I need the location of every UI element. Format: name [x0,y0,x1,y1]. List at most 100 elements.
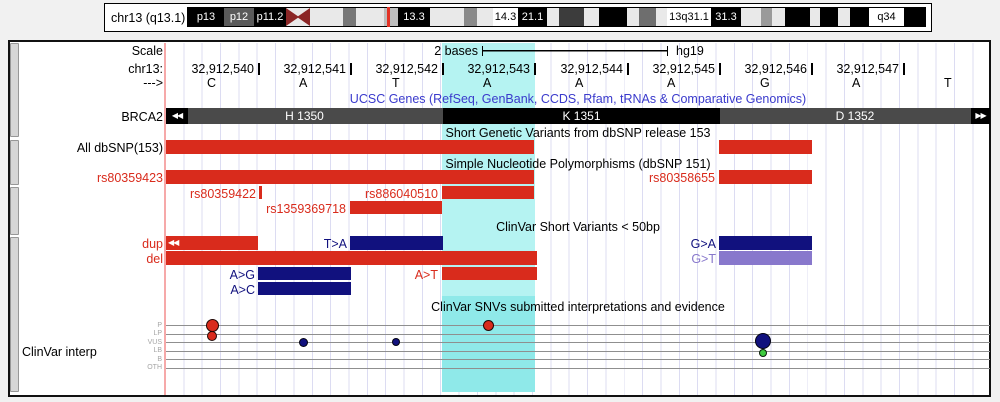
base-letter: T [392,76,400,90]
interp-line-oth [166,367,990,369]
variant-bar-g-a[interactable] [719,236,812,250]
assembly-label: hg19 [676,44,704,58]
interp-line-lp [166,333,990,335]
band-q14-3: 14.3 [493,8,518,26]
coord-tick [534,63,536,75]
variant-label-a-g: A>G [229,268,255,282]
variant-bar-a-t[interactable] [442,267,537,280]
variant-bar-g-t[interactable] [719,251,812,265]
interp-dot-vus[interactable] [392,338,400,346]
variant-bar-del[interactable] [166,251,537,265]
band-q21-1: 21.1 [518,8,547,26]
band-q31-1: 13q31.1 [667,8,711,26]
band-p11-2: p11.2 [254,8,286,26]
base-letter: G [760,76,770,90]
band-q34: q34 [869,8,904,26]
track-handle-dbsnp153[interactable] [10,140,19,185]
scale-label: Scale [131,44,163,58]
base-letter: A [299,76,308,90]
coord-tick-label: 32,912,543 [467,62,530,76]
interp-row-label: OTH [147,364,162,371]
gene-right-arrows-icon: ▶▶ [971,108,990,124]
codon-segment: K 1351 [443,108,720,124]
coord-tick [627,63,629,75]
clinvar-track-title: ClinVar Short Variants < 50bp [496,220,660,234]
snp-bar-rs80359423[interactable] [166,170,534,184]
interp-row-label: LB [153,347,162,354]
snp-tick-rs80359422[interactable] [259,186,262,199]
variant-label-del: del [146,252,163,266]
base-letter: A [483,76,492,90]
variant-label-a-c: A>C [230,283,255,297]
track-handle-dbsnp151[interactable] [10,187,19,235]
variant-bar-a-g[interactable] [258,267,351,280]
interp-dot-likely-benign[interactable] [759,349,767,357]
ideogram-position-marker [387,7,390,27]
gene-left-arrows-icon: ◀◀ [166,108,188,124]
coord-tick-label: 32,912,541 [283,62,346,76]
interp-track-title: ClinVar SNVs submitted interpretations a… [431,300,725,314]
interp-line-b [166,359,990,360]
interp-dot-vus-large[interactable] [755,333,771,349]
variant-label-a-t: A>T [414,268,438,282]
dbsnp153-track-title: Short Genetic Variants from dbSNP releas… [445,126,711,140]
base-letter: T [944,76,952,90]
dbsnp153-variant-bar[interactable] [166,140,534,154]
window-edge-line [164,43,166,395]
coord-tick [442,63,444,75]
dbsnp151-track-title: Simple Nucleotide Polymorphisms (dbSNP 1… [445,157,711,171]
interp-dot-pathogenic[interactable] [205,318,219,332]
snp-bar-rs886040510[interactable] [442,186,534,199]
base-letter: A [852,76,861,90]
base-letter: C [207,76,217,90]
ideogram-band-strip[interactable]: p13 p12 p11.2 13.3 14.3 21.1 13q31.1 31.… [187,7,926,27]
centromere-right [297,8,310,26]
variant-label-g-a: G>A [690,237,716,251]
interp-dot-vus[interactable] [298,337,308,347]
coord-tick [811,63,813,75]
strand-arrow: ---> [143,76,163,90]
interp-dot-pathogenic[interactable] [482,319,494,331]
track-handle-clinvar[interactable] [10,237,19,392]
interp-track-label: ClinVar interp [22,345,97,359]
coord-tick-label: 32,912,542 [375,62,438,76]
chrom-label: chr13: [128,62,163,76]
coord-tick-label: 32,912,544 [560,62,623,76]
track-handle-baseposition[interactable] [10,43,19,137]
snp-label-rs886040510: rs886040510 [365,187,438,201]
coord-tick-label: 32,912,547 [836,62,899,76]
snp-bar-rs1359369718[interactable] [350,201,442,214]
coord-tick [258,63,260,75]
interp-dot-likely-pathogenic[interactable] [207,331,217,341]
grid-guidelines [166,43,990,395]
snp-label-rs80358655: rs80358655 [648,171,715,185]
snp-bar-rs80358655[interactable] [719,170,812,184]
snp-label-rs80359422: rs80359422 [189,187,256,201]
coord-tick [350,63,352,75]
variant-bar-a-c[interactable] [258,282,351,295]
variant-bar-dup[interactable]: ◀◀ [166,236,258,250]
variant-label-dup: dup [142,237,163,251]
coord-tick-label: 32,912,545 [652,62,715,76]
coord-tick-label: 32,912,546 [744,62,807,76]
base-letter: A [667,76,676,90]
interp-row-label: P [157,321,162,329]
snp-label-rs1359369718: rs1359369718 [266,202,346,216]
variant-bar-t-a[interactable] [350,236,443,250]
ideogram-chrom-label: chr13 (q13.1) [111,11,186,25]
interp-line-lb [166,350,990,352]
interp-line-p [166,325,990,326]
band-q13-3: 13.3 [398,8,430,26]
scale-bar [482,46,668,56]
chromosome-ideogram[interactable]: chr13 (q13.1) p13 p12 p11.2 13.3 14.3 21… [104,3,932,32]
brca2-gene-bar[interactable]: H 1350 K 1351 D 1352 ◀◀ ▶▶ [166,108,990,124]
scale-value: 2 bases [434,44,478,58]
coord-tick [719,63,721,75]
dbsnp153-variant-bar[interactable] [719,140,812,154]
coord-tick [903,63,905,75]
interp-row-label: VUS [147,338,162,346]
variant-label-t-a: T>A [323,237,347,251]
band-p12: p12 [224,8,254,26]
base-letter: A [575,76,584,90]
